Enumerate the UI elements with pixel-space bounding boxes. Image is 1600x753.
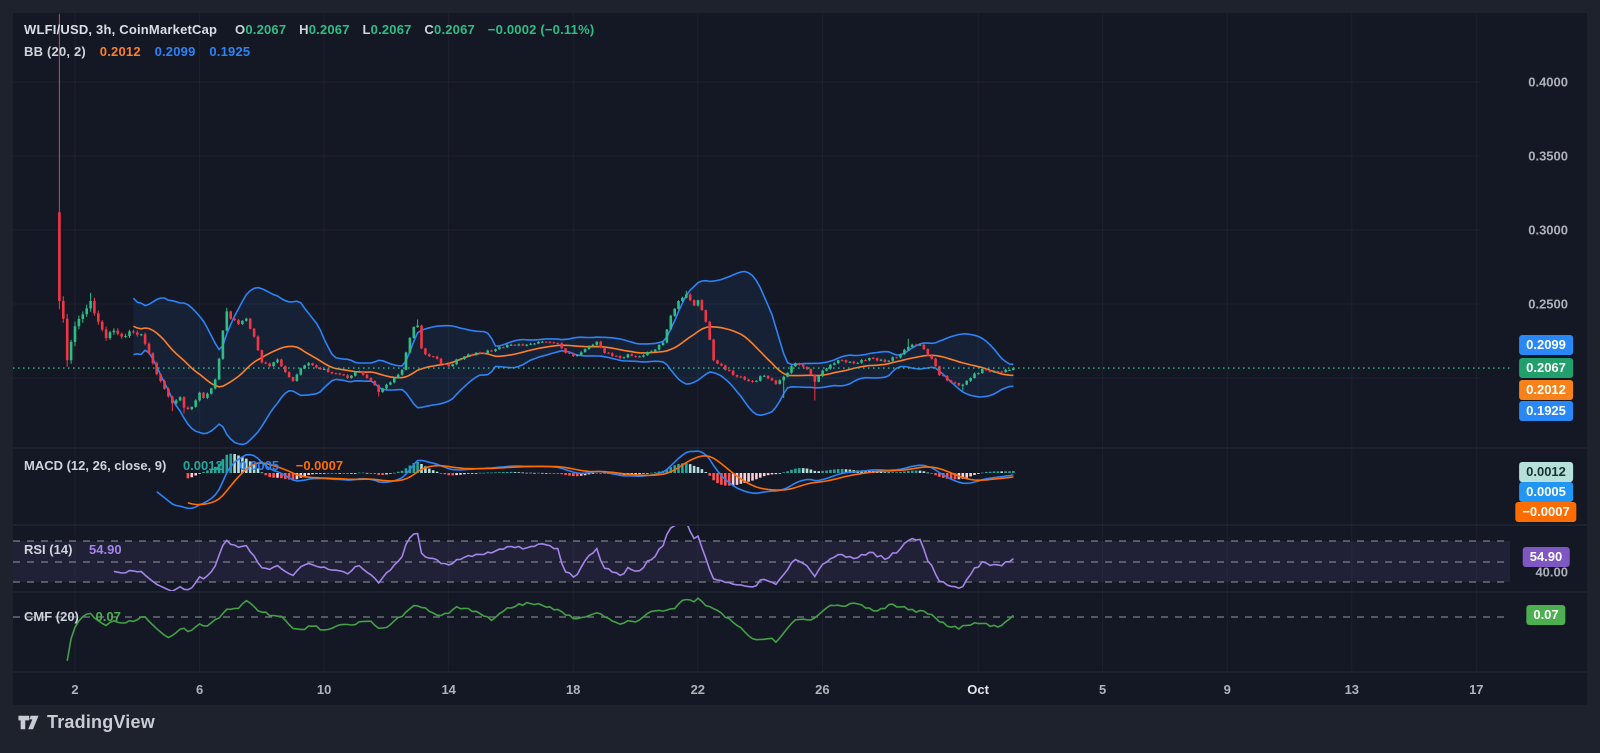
bb-label[interactable]: BB (20, 2) [24, 44, 86, 59]
price-scale-badge: 0.0005 [1519, 482, 1573, 502]
macd-indicator-row: MACD (12, 26, close, 9) 0.0012 0.0005 −0… [24, 458, 343, 473]
cmf-label[interactable]: CMF (20) [24, 609, 79, 624]
time-tick-label: 22 [690, 682, 706, 697]
time-tick-label: 17 [1469, 682, 1484, 697]
rsi-value: 54.90 [89, 542, 122, 557]
time-tick-label: 13 [1344, 682, 1360, 697]
price-scale-badge: 0.1925 [1519, 401, 1573, 421]
time-tick-label: 9 [1223, 682, 1231, 697]
bb-lower-value: 0.1925 [209, 44, 251, 59]
rsi-label[interactable]: RSI (14) [24, 542, 73, 557]
close-label: C [424, 22, 435, 37]
time-tick-label: 5 [1098, 682, 1107, 697]
time-tick-label: 10 [316, 682, 332, 697]
price-tick-label: 0.4000 [1528, 74, 1568, 90]
price-scale-badge: 0.2067 [1519, 358, 1573, 378]
time-tick-label: 6 [195, 682, 204, 697]
cmf-indicator-row: CMF (20) 0.07 [24, 609, 121, 624]
time-tick-label: 2 [71, 682, 79, 697]
tradingview-logo-icon [17, 711, 40, 734]
rsi-indicator-row: RSI (14) 54.90 [24, 542, 122, 557]
price-scale-badge: 0.0012 [1519, 462, 1573, 482]
open-label: O [235, 22, 246, 37]
price-scale-badge: 54.90 [1522, 547, 1570, 567]
tradingview-logo[interactable]: TradingView [17, 711, 155, 734]
price-scale-badge: 0.2099 [1519, 335, 1573, 355]
macd-hist-value: 0.0012 [182, 458, 223, 473]
symbol-title[interactable]: WLFI/USD, 3h, CoinMarketCap [24, 22, 218, 37]
time-tick-label: 14 [441, 682, 456, 697]
open-value: 0.2067 [245, 22, 287, 37]
macd-label[interactable]: MACD (12, 26, close, 9) [24, 458, 167, 473]
high-label: H [299, 22, 309, 37]
low-value: 0.2067 [370, 22, 412, 37]
price-tick-label: 0.3000 [1528, 222, 1568, 238]
tradingview-logo-text: TradingView [47, 712, 155, 732]
close-value: 0.2067 [434, 22, 475, 37]
price-scale-badge: −0.0007 [1515, 502, 1577, 522]
bb-basis-value: 0.2012 [99, 44, 141, 59]
price-tick-label: 0.3500 [1528, 148, 1568, 164]
rsi-axis-tick-label: 40.00 [1535, 564, 1568, 580]
high-value: 0.2067 [308, 22, 350, 37]
macd-signal-value: −0.0007 [295, 458, 344, 473]
price-tick-label: 0.2500 [1528, 296, 1568, 312]
time-tick-label: 26 [815, 682, 830, 697]
change-value: −0.0002 (−0.11%) [487, 22, 595, 37]
cmf-value: 0.07 [95, 609, 121, 624]
low-label: L [362, 22, 371, 37]
bb-upper-value: 0.2099 [154, 44, 196, 59]
symbol-header-row: WLFI/USD, 3h, CoinMarketCap O0.2067 H0.2… [24, 22, 594, 37]
time-tick-label: Oct [967, 682, 989, 697]
macd-line-value: 0.0005 [239, 458, 280, 473]
price-scale-badge: 0.2012 [1519, 380, 1573, 400]
time-tick-label: 18 [565, 682, 581, 697]
bb-indicator-row: BB (20, 2) 0.2012 0.2099 0.1925 [24, 44, 250, 59]
price-scale-badge: 0.07 [1526, 605, 1566, 625]
